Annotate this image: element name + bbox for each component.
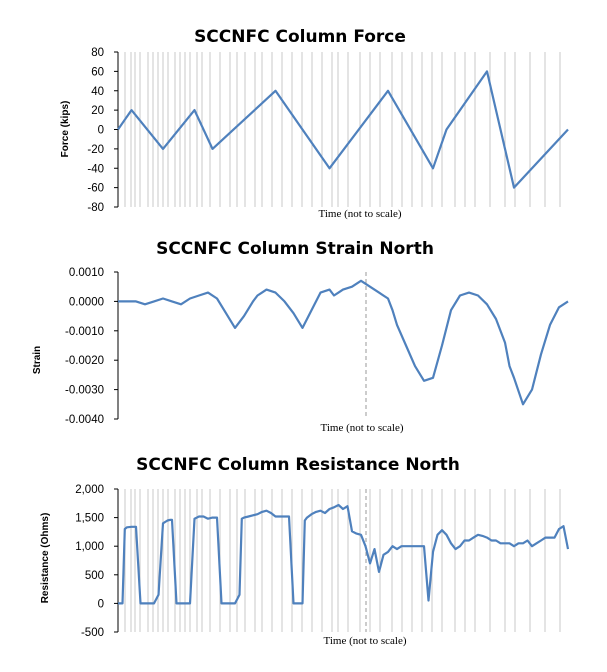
series-line xyxy=(118,279,569,406)
y-tick-label: 0.0010 xyxy=(69,267,104,279)
y-tick-label: 0 xyxy=(98,598,104,610)
strain-y-ticks: 0.0010 0.0000 -0.0010 -0.0020 -0.0030 -0.0040 xyxy=(65,267,119,426)
resistance-grid xyxy=(124,489,561,632)
strain-series xyxy=(118,279,569,406)
y-tick-label: -60 xyxy=(87,183,104,195)
y-tick-label: -0.0030 xyxy=(65,385,104,397)
force-y-ticks: 80 60 40 20 0 -20 -40 -60 -80 xyxy=(87,47,119,214)
force-grid xyxy=(124,52,561,207)
y-tick-label: 0 xyxy=(98,125,104,137)
y-tick-label: -500 xyxy=(81,627,104,639)
force-chart: SCCNFC Column Force Force (kips) Time (n… xyxy=(60,27,569,220)
resistance-y-ticks: 2,000 1,500 1,000 500 0 -500 xyxy=(75,484,119,639)
strain-chart: SCCNFC Column Strain North Strain Time (… xyxy=(32,239,569,434)
y-tick-label: 40 xyxy=(91,86,104,98)
strain-x-axis-label: Time (not to scale) xyxy=(321,422,404,434)
series-line xyxy=(117,70,569,189)
y-tick-label: 20 xyxy=(91,105,104,117)
force-chart-title: SCCNFC Column Force xyxy=(194,27,406,47)
y-tick-label: -80 xyxy=(87,202,104,214)
resistance-chart: SCCNFC Column Resistance North Resistanc… xyxy=(40,455,570,647)
y-tick-label: 1,500 xyxy=(75,513,104,525)
resistance-chart-title: SCCNFC Column Resistance North xyxy=(136,455,460,475)
y-tick-label: 0.0000 xyxy=(69,296,104,308)
y-tick-label: 80 xyxy=(91,47,104,59)
y-tick-label: -40 xyxy=(87,163,104,175)
force-series xyxy=(117,70,569,189)
strain-y-axis-label: Strain xyxy=(32,346,43,374)
y-tick-label: 500 xyxy=(85,570,104,582)
strain-chart-title: SCCNFC Column Strain North xyxy=(156,239,434,259)
resistance-y-axis-label: Resistance (Ohms) xyxy=(40,513,51,604)
force-y-axis-label: Force (kips) xyxy=(60,101,71,158)
y-tick-label: -0.0010 xyxy=(65,326,104,338)
y-tick-label: 1,000 xyxy=(75,541,104,553)
y-tick-label: -0.0020 xyxy=(65,355,104,367)
y-tick-label: 2,000 xyxy=(75,484,104,496)
y-tick-label: -0.0040 xyxy=(65,414,104,426)
y-tick-label: -20 xyxy=(87,144,104,156)
series-line xyxy=(118,503,570,605)
resistance-x-axis-label: Time (not to scale) xyxy=(324,635,407,647)
force-x-axis-label: Time (not to scale) xyxy=(319,208,402,220)
y-tick-label: 60 xyxy=(91,66,104,78)
resistance-series xyxy=(118,503,570,605)
